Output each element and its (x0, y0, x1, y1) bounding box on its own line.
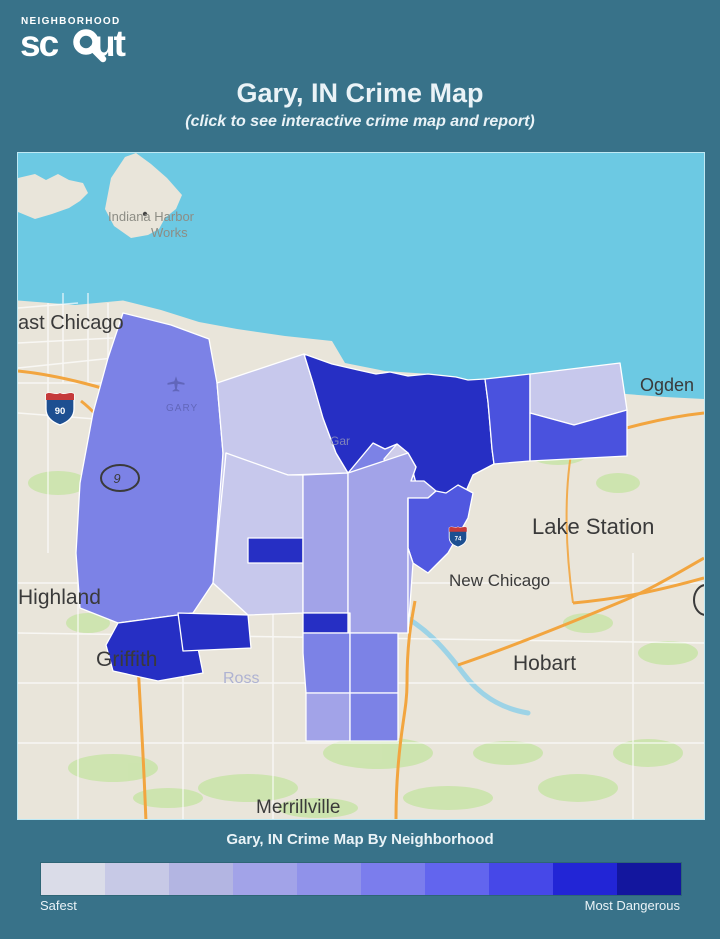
svg-text:Lake Station: Lake Station (532, 514, 654, 539)
svg-text:Indiana Harbor: Indiana Harbor (108, 209, 195, 224)
svg-text:ast Chicago: ast Chicago (18, 312, 124, 334)
svg-text:Ross: Ross (223, 670, 259, 687)
svg-text:90: 90 (55, 406, 66, 417)
svg-text:Ogden: Ogden (640, 375, 694, 395)
svg-text:Gar: Gar (330, 434, 350, 448)
svg-text:Works: Works (151, 225, 188, 240)
svg-text:GARY: GARY (166, 403, 198, 414)
svg-text:Highland: Highland (18, 586, 101, 609)
svg-text:9: 9 (113, 471, 120, 486)
svg-text:sc: sc (20, 23, 59, 64)
svg-text:Griffith: Griffith (96, 648, 157, 671)
svg-text:74: 74 (455, 537, 462, 543)
svg-text:Hobart: Hobart (513, 652, 576, 675)
svg-text:New Chicago: New Chicago (449, 571, 550, 590)
svg-text:Merrillville: Merrillville (256, 797, 340, 818)
svg-text:ut: ut (93, 23, 126, 64)
